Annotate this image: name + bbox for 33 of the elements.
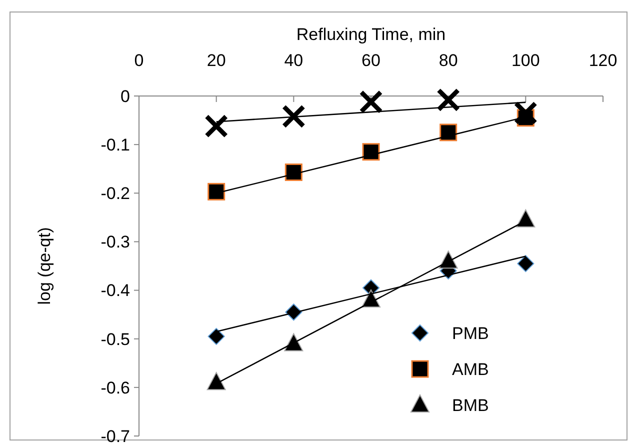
legend-label: AMB (452, 360, 489, 379)
legend-label: PMB (452, 324, 489, 343)
y-tick-label: -0.4 (100, 281, 130, 300)
x-tick-label: 0 (134, 51, 144, 70)
y-tick-label: -0.3 (100, 232, 130, 252)
x-tick-label: 20 (206, 51, 226, 70)
x-tick-label: 120 (588, 51, 618, 70)
point (206, 116, 227, 136)
y-tick-label: -0.1 (100, 136, 130, 155)
y-tick-label: -0.7 (100, 426, 130, 446)
point (206, 372, 226, 390)
x-tick-label: 80 (438, 51, 458, 70)
point (208, 182, 226, 200)
x-axis-title: Refluxing Time, min (296, 25, 446, 44)
point (516, 209, 536, 228)
point (438, 90, 459, 110)
point (208, 328, 225, 345)
x-tick-label: 60 (362, 51, 380, 70)
point (362, 143, 380, 161)
point (284, 164, 302, 182)
x-tick-label: 40 (284, 51, 304, 70)
point (517, 255, 534, 272)
point (283, 106, 304, 127)
point (515, 102, 536, 124)
x-tick-label: 100 (511, 51, 540, 70)
point (360, 92, 382, 112)
y-tick-label: 0 (120, 86, 130, 106)
y-axis-title: log (qe-qt) (35, 227, 54, 305)
point (440, 124, 458, 142)
y-tick-label: -0.6 (100, 378, 130, 398)
y-tick-label: -0.5 (100, 330, 130, 349)
legend-label: BMB (452, 396, 489, 415)
y-tick-label: -0.2 (100, 184, 130, 204)
